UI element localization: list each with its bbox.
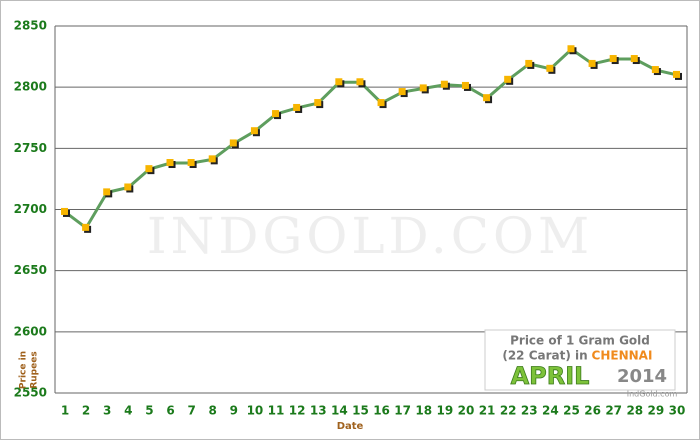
y-tick-label: 2800 <box>14 80 47 94</box>
marker <box>82 223 90 231</box>
legend-year: 2014 <box>617 366 667 387</box>
legend-line: (22 Carat) in <box>502 349 587 363</box>
x-tick-label: 19 <box>437 404 454 418</box>
marker <box>61 207 68 215</box>
marker <box>546 64 554 72</box>
x-tick-label: 4 <box>124 404 132 418</box>
x-tick-label: 30 <box>669 404 686 418</box>
x-tick-label: 14 <box>331 404 348 418</box>
marker <box>525 59 533 67</box>
marker <box>377 99 385 107</box>
legend-box: Price of 1 Gram Gold (22 Carat) in CHENN… <box>484 329 678 399</box>
legend-month: APRIL <box>511 362 590 390</box>
x-tick-label: 28 <box>626 404 643 418</box>
x-tick-label: 3 <box>103 404 111 418</box>
marker <box>567 45 575 53</box>
x-tick-label: 2 <box>82 404 90 418</box>
marker <box>250 127 258 135</box>
marker <box>166 159 174 167</box>
marker <box>229 139 237 147</box>
legend-city: CHENNAI <box>592 349 653 363</box>
marker <box>588 59 596 67</box>
marker <box>314 99 322 107</box>
x-tick-label: 17 <box>394 404 411 418</box>
marker <box>272 110 280 118</box>
marker <box>208 155 216 163</box>
marker <box>124 183 132 191</box>
x-tick-label: 29 <box>648 404 665 418</box>
legend-site: IndGold.com <box>627 390 678 399</box>
y-tick-label: 2600 <box>14 324 47 338</box>
x-tick-label: 12 <box>289 404 306 418</box>
marker <box>356 78 364 86</box>
marker <box>145 165 153 173</box>
marker <box>103 188 111 196</box>
x-tick-label: 5 <box>145 404 153 418</box>
x-tick-label: 21 <box>479 404 496 418</box>
y-tick-label: 2650 <box>14 263 47 277</box>
marker <box>673 70 680 78</box>
x-tick-label: 26 <box>584 404 601 418</box>
marker <box>483 94 491 102</box>
x-tick-label: 18 <box>415 404 432 418</box>
x-tick-label: 6 <box>166 404 174 418</box>
x-tick-label: 27 <box>605 404 622 418</box>
y-tick-label: 2850 <box>14 19 47 33</box>
legend-line: Price of 1 Gram Gold <box>510 334 650 348</box>
marker <box>504 75 512 83</box>
x-axis-label: Date <box>337 421 364 432</box>
legend-frame <box>484 329 676 391</box>
y-tick-label: 2550 <box>14 386 47 400</box>
x-tick-label: 7 <box>187 404 195 418</box>
marker <box>398 88 406 96</box>
x-tick-label: 11 <box>268 404 285 418</box>
marker <box>609 55 617 63</box>
y-axis-label: Rupees <box>30 351 40 388</box>
y-tick-label: 2700 <box>14 202 47 216</box>
x-tick-label: 23 <box>521 404 538 418</box>
x-tick-label: 1 <box>61 404 69 418</box>
marker <box>335 78 343 86</box>
x-tick-label: 22 <box>500 404 517 418</box>
x-tick-label: 24 <box>542 404 559 418</box>
marker <box>187 159 195 167</box>
watermark: INDGOLD.COM <box>147 207 593 265</box>
marker <box>440 80 448 88</box>
x-tick-label: 8 <box>209 404 217 418</box>
x-tick-label: 15 <box>352 404 369 418</box>
x-tick-label: 10 <box>247 404 264 418</box>
marker <box>419 84 427 92</box>
x-tick-label: 16 <box>373 404 390 418</box>
y-axis-label: Price in <box>19 351 29 389</box>
marker <box>293 103 301 111</box>
x-tick-label: 25 <box>563 404 580 418</box>
x-tick-label: 20 <box>458 404 475 418</box>
marker <box>630 55 638 63</box>
x-tick-label: 13 <box>310 404 327 418</box>
marker <box>461 81 469 89</box>
x-tick-label: 9 <box>230 404 238 418</box>
y-tick-label: 2750 <box>14 141 47 155</box>
marker <box>651 66 659 74</box>
